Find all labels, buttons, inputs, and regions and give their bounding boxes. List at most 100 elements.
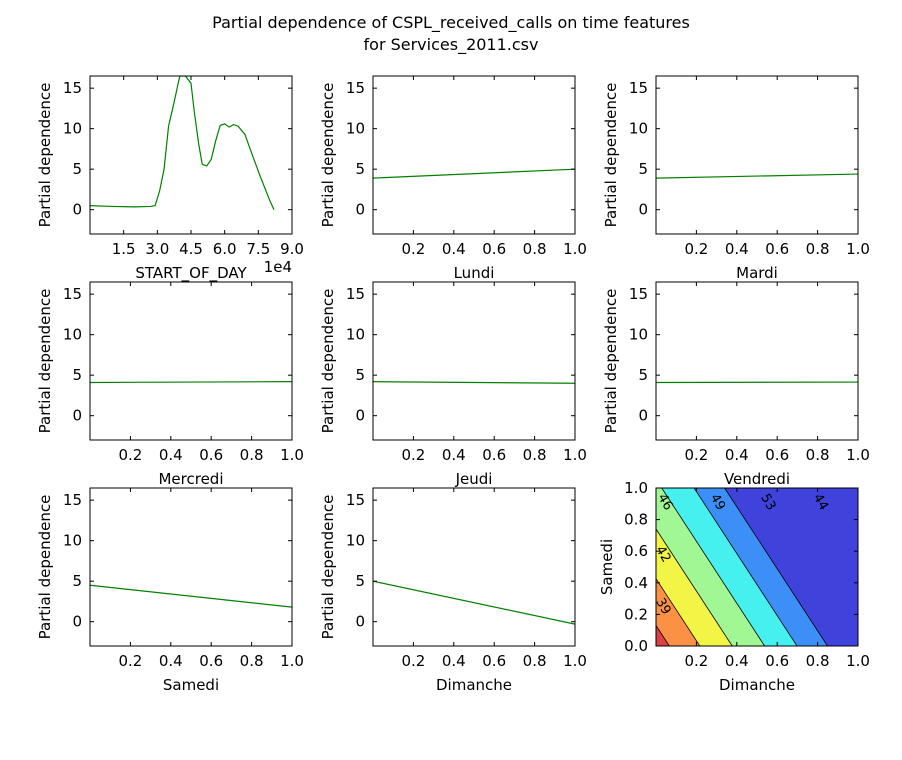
y-tick-label: 0.0 — [624, 637, 648, 655]
contour-label: 49 — [707, 491, 728, 513]
y-tick-label: 10 — [346, 326, 365, 344]
y-tick-label: 5 — [355, 572, 365, 590]
y-tick-label: 0 — [355, 613, 365, 631]
x-tick-label: 0.4 — [725, 446, 749, 464]
x-offset-text: 1e4 — [264, 258, 292, 276]
x-tick-label: 1.0 — [280, 652, 304, 670]
x-tick-label: 7.5 — [246, 240, 270, 258]
axes-frame — [655, 281, 859, 441]
y-axis-label: Partial dependence — [602, 289, 620, 434]
x-axis-label: Dimanche — [719, 676, 795, 694]
x-tick-label: 0.4 — [725, 240, 749, 258]
series-line — [90, 584, 292, 608]
x-tick-label: 0.6 — [765, 446, 789, 464]
series-group — [656, 173, 858, 179]
y-tick-label: 5 — [355, 366, 365, 384]
y-tick-label: 15 — [63, 491, 82, 509]
y-tick-label: 0 — [355, 201, 365, 219]
x-tick-label: 0.2 — [401, 240, 425, 258]
contour-band-7 — [724, 488, 858, 646]
x-tick-label: 0.2 — [684, 446, 708, 464]
y-tick-label: 0 — [638, 407, 648, 425]
y-tick-label: 5 — [72, 572, 82, 590]
contour-band-4 — [656, 488, 765, 646]
y-tick-label: 15 — [346, 79, 365, 97]
x-tick-label: 1.0 — [563, 446, 587, 464]
x-tick-label: 1.0 — [280, 446, 304, 464]
x-tick-label: 4.5 — [179, 240, 203, 258]
subplot-3: 0.2 0.4 0.6 0.8 1.0 0 5 10 15 Mardi Partial depend… — [602, 75, 870, 282]
series-group — [373, 580, 575, 625]
contour-line-1 — [656, 625, 670, 646]
x-tick-label: 0.2 — [684, 240, 708, 258]
axes-frame — [89, 281, 293, 441]
contour-label: 46 — [654, 491, 675, 513]
x-tick-label: 0.8 — [240, 446, 264, 464]
x-tick-label: 0.2 — [684, 652, 708, 670]
y-tick-label: 15 — [629, 285, 648, 303]
y-tick-label: 5 — [72, 160, 82, 178]
y-tick-label: 0 — [72, 407, 82, 425]
x-tick-label: 0.8 — [523, 240, 547, 258]
x-tick-label: 3.0 — [145, 240, 169, 258]
series-group — [90, 584, 292, 608]
series-line — [90, 381, 292, 384]
y-tick-label: 0 — [355, 407, 365, 425]
y-axis-label: Samedi — [598, 539, 616, 595]
axes-frame — [372, 281, 576, 441]
x-tick-label: 1.0 — [563, 240, 587, 258]
y-tick-label: 0.4 — [624, 574, 648, 592]
x-tick-label: 0.4 — [725, 652, 749, 670]
x-tick-label: 0.8 — [806, 446, 830, 464]
x-tick-label: 0.6 — [482, 652, 506, 670]
x-tick-label: 0.2 — [401, 652, 425, 670]
y-tick-label: 1.0 — [624, 479, 648, 497]
contour-label: 53 — [757, 491, 778, 513]
y-tick-label: 15 — [63, 79, 82, 97]
y-axis-label: Partial dependence — [319, 83, 337, 228]
y-tick-label: 5 — [638, 366, 648, 384]
axes-frame — [655, 487, 859, 647]
x-axis-label: START_OF_DAY — [135, 264, 247, 283]
x-tick-label: 0.6 — [482, 446, 506, 464]
y-tick-label: 15 — [346, 285, 365, 303]
x-axis-label: Mercredi — [158, 470, 223, 488]
x-tick-label: 1.0 — [846, 652, 870, 670]
y-axis-label: Partial dependence — [36, 495, 54, 640]
x-tick-label: 0.6 — [482, 240, 506, 258]
x-tick-label: 0.8 — [240, 652, 264, 670]
contour-label: 42 — [652, 543, 673, 565]
x-tick-label: 1.0 — [846, 446, 870, 464]
x-axis-label: Mardi — [736, 264, 778, 282]
y-tick-label: 10 — [346, 532, 365, 550]
contour-line-2 — [656, 578, 701, 646]
series-group — [90, 76, 275, 210]
x-tick-label: 0.2 — [401, 446, 425, 464]
y-axis-label: Partial dependence — [36, 289, 54, 434]
x-tick-label: 0.6 — [199, 446, 223, 464]
series-group — [90, 381, 292, 384]
x-tick-label: 6.0 — [213, 240, 237, 258]
y-tick-label: 10 — [629, 326, 648, 344]
y-tick-label: 5 — [355, 160, 365, 178]
x-tick-label: 0.8 — [806, 652, 830, 670]
figure-title-line2: for Services_2011.csv — [364, 35, 539, 55]
x-tick-label: 0.4 — [442, 652, 466, 670]
x-axis-label: Jeudi — [455, 470, 493, 488]
x-axis-label: Lundi — [454, 264, 495, 282]
y-tick-label: 10 — [63, 532, 82, 550]
contour-label: 39 — [652, 596, 673, 618]
subplot-1: 1.5 3.0 4.5 6.0 7.5 9.0 0 5 10 15 START_OF_DAY Part… — [36, 75, 304, 283]
y-tick-label: 10 — [63, 120, 82, 138]
y-tick-label: 0 — [72, 613, 82, 631]
subplot-6: 0.2 0.4 0.6 0.8 1.0 0 5 10 15 Vendredi Partial dep… — [602, 281, 870, 488]
axes-frame — [372, 487, 576, 647]
x-tick-label: 1.0 — [563, 652, 587, 670]
x-tick-label: 0.6 — [765, 652, 789, 670]
x-tick-label: 0.8 — [523, 446, 547, 464]
contour-line-4 — [661, 488, 765, 646]
x-axis-label: Dimanche — [436, 676, 512, 694]
x-tick-label: 1.0 — [846, 240, 870, 258]
y-tick-label: 15 — [63, 285, 82, 303]
